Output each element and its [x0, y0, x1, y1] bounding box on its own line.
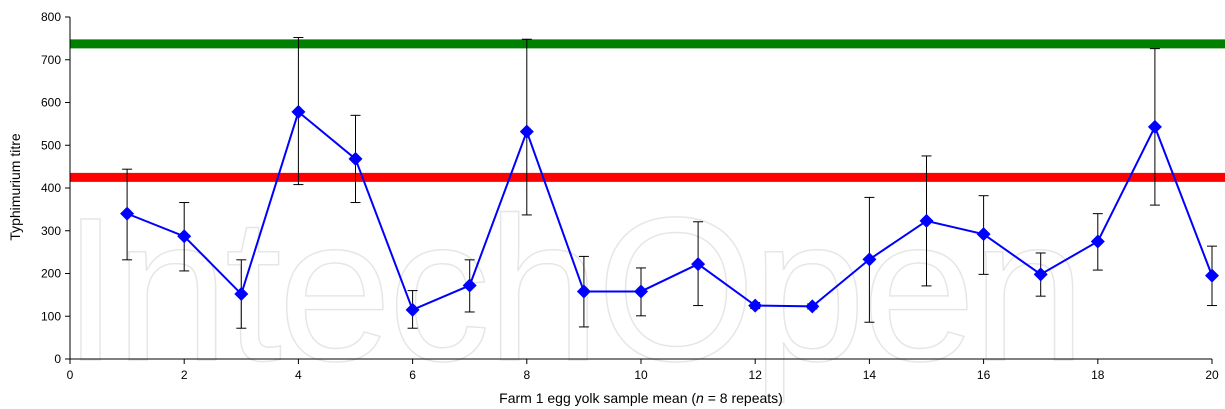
data-point [519, 124, 534, 139]
x-tick-label: 8 [523, 368, 530, 382]
y-tick-label: 0 [54, 352, 61, 366]
data-point [862, 252, 877, 267]
data-point [691, 257, 706, 272]
data-point [1033, 267, 1048, 282]
x-tick-label: 6 [409, 368, 416, 382]
x-tick-label: 10 [634, 368, 648, 382]
data-point [348, 151, 363, 166]
data-point [634, 284, 648, 299]
data-point [405, 302, 420, 317]
data-point [805, 299, 820, 314]
y-tick-label: 600 [41, 96, 61, 110]
data-point [120, 206, 135, 221]
data-point [976, 227, 991, 242]
data-point [748, 298, 763, 313]
y-tick-label: 700 [41, 53, 61, 67]
x-tick-label: 12 [749, 368, 763, 382]
data-series [120, 104, 1219, 317]
x-tick-label: 2 [181, 368, 188, 382]
series-line [126, 110, 1213, 312]
y-tick-label: 300 [41, 224, 61, 238]
data-point [462, 278, 477, 293]
x-tick-label: 4 [295, 368, 302, 382]
data-point [177, 229, 192, 244]
data-point [1205, 268, 1219, 283]
x-tick-label: 16 [977, 368, 991, 382]
x-tick-label: 18 [1091, 368, 1105, 382]
data-point [1090, 234, 1105, 249]
data-point [576, 284, 591, 299]
y-axis-title: Typhimurium titre [7, 133, 23, 241]
x-tick-label: 0 [67, 368, 74, 382]
axes: 0 100 200 300 400 500 600 700 800 0 2 4 6 8 10 12 14 16 18… [41, 10, 1219, 382]
x-tick-label: 20 [1205, 368, 1219, 382]
data-point [234, 287, 249, 302]
y-tick-label: 500 [41, 138, 61, 152]
y-tick-label: 800 [41, 10, 61, 24]
data-point [1147, 119, 1162, 134]
y-tick-label: 400 [41, 181, 61, 195]
x-tick-label: 14 [863, 368, 877, 382]
y-tick-label: 200 [41, 267, 61, 281]
reference-lines [70, 39, 1225, 182]
watermark: IntechOpen [62, 175, 1082, 404]
data-point [919, 213, 934, 228]
x-axis-title: Farm 1 egg yolk sample mean (n = 8 repea… [499, 390, 783, 406]
data-point [291, 104, 306, 119]
y-tick-label: 100 [41, 309, 61, 323]
